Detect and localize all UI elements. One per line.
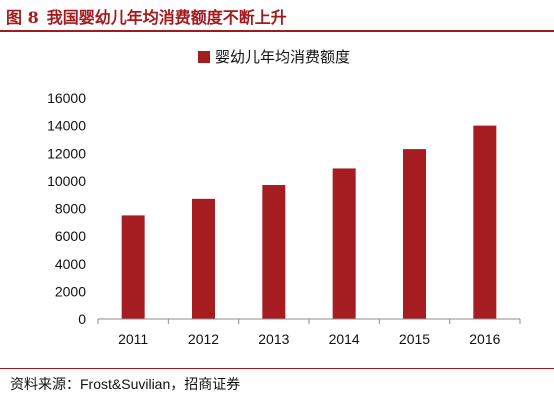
footer-rule xyxy=(0,368,554,369)
x-tick-label: 2011 xyxy=(118,331,148,347)
bars xyxy=(121,125,497,319)
bar-2015 xyxy=(403,149,426,319)
bar-2016 xyxy=(473,125,497,319)
y-tick-label: 4000 xyxy=(55,256,86,272)
chart-area: 婴幼儿年均消费额度 0 2000 4000 6000 8000 10000 12000 140… xyxy=(0,32,554,366)
figure-title-text: 我国婴幼儿年均消费额度不断上升 xyxy=(46,8,287,27)
figure-title: 图 8 我国婴幼儿年均消费额度不断上升 xyxy=(6,4,287,28)
bar-2012 xyxy=(192,198,215,319)
y-tick-label: 10000 xyxy=(47,173,86,189)
bar-2013 xyxy=(262,185,286,319)
y-tick-label: 6000 xyxy=(55,228,86,244)
header-rule xyxy=(0,30,554,32)
x-tick-label: 2014 xyxy=(329,331,360,347)
bar-2011 xyxy=(121,215,145,319)
figure-header: 图 8 我国婴幼儿年均消费额度不断上升 xyxy=(0,0,554,30)
x-tick-label: 2012 xyxy=(188,331,219,347)
y-tick-label: 0 xyxy=(78,311,86,327)
source-label: 资料来源： xyxy=(10,377,80,393)
y-tick-label: 16000 xyxy=(47,90,86,106)
source-note: 资料来源：Frost&Suvilian，招商证券 xyxy=(10,374,240,394)
y-tick-label: 2000 xyxy=(55,283,86,299)
y-tick-label: 8000 xyxy=(55,201,86,217)
x-axis-ticks: 2011 2012 2013 2014 2015 2016 xyxy=(118,331,501,347)
y-axis-ticks: 0 2000 4000 6000 8000 10000 12000 14000 16000 xyxy=(47,90,86,327)
x-tick-label: 2015 xyxy=(399,331,430,347)
x-tick-label: 2016 xyxy=(469,331,500,347)
bar-2014 xyxy=(332,168,356,319)
x-tick-label: 2013 xyxy=(258,331,289,347)
figure-number: 图 8 xyxy=(6,8,39,27)
x-axis-tick-marks xyxy=(97,319,521,324)
legend: 婴幼儿年均消费额度 xyxy=(198,48,350,66)
y-tick-label: 12000 xyxy=(47,145,86,161)
y-tick-label: 14000 xyxy=(47,118,86,134)
bar-chart: 婴幼儿年均消费额度 0 2000 4000 6000 8000 10000 12000 140… xyxy=(47,48,521,347)
source-text: Frost&Suvilian，招商证券 xyxy=(80,376,241,392)
legend-label: 婴幼儿年均消费额度 xyxy=(215,48,350,66)
legend-swatch xyxy=(198,51,210,63)
